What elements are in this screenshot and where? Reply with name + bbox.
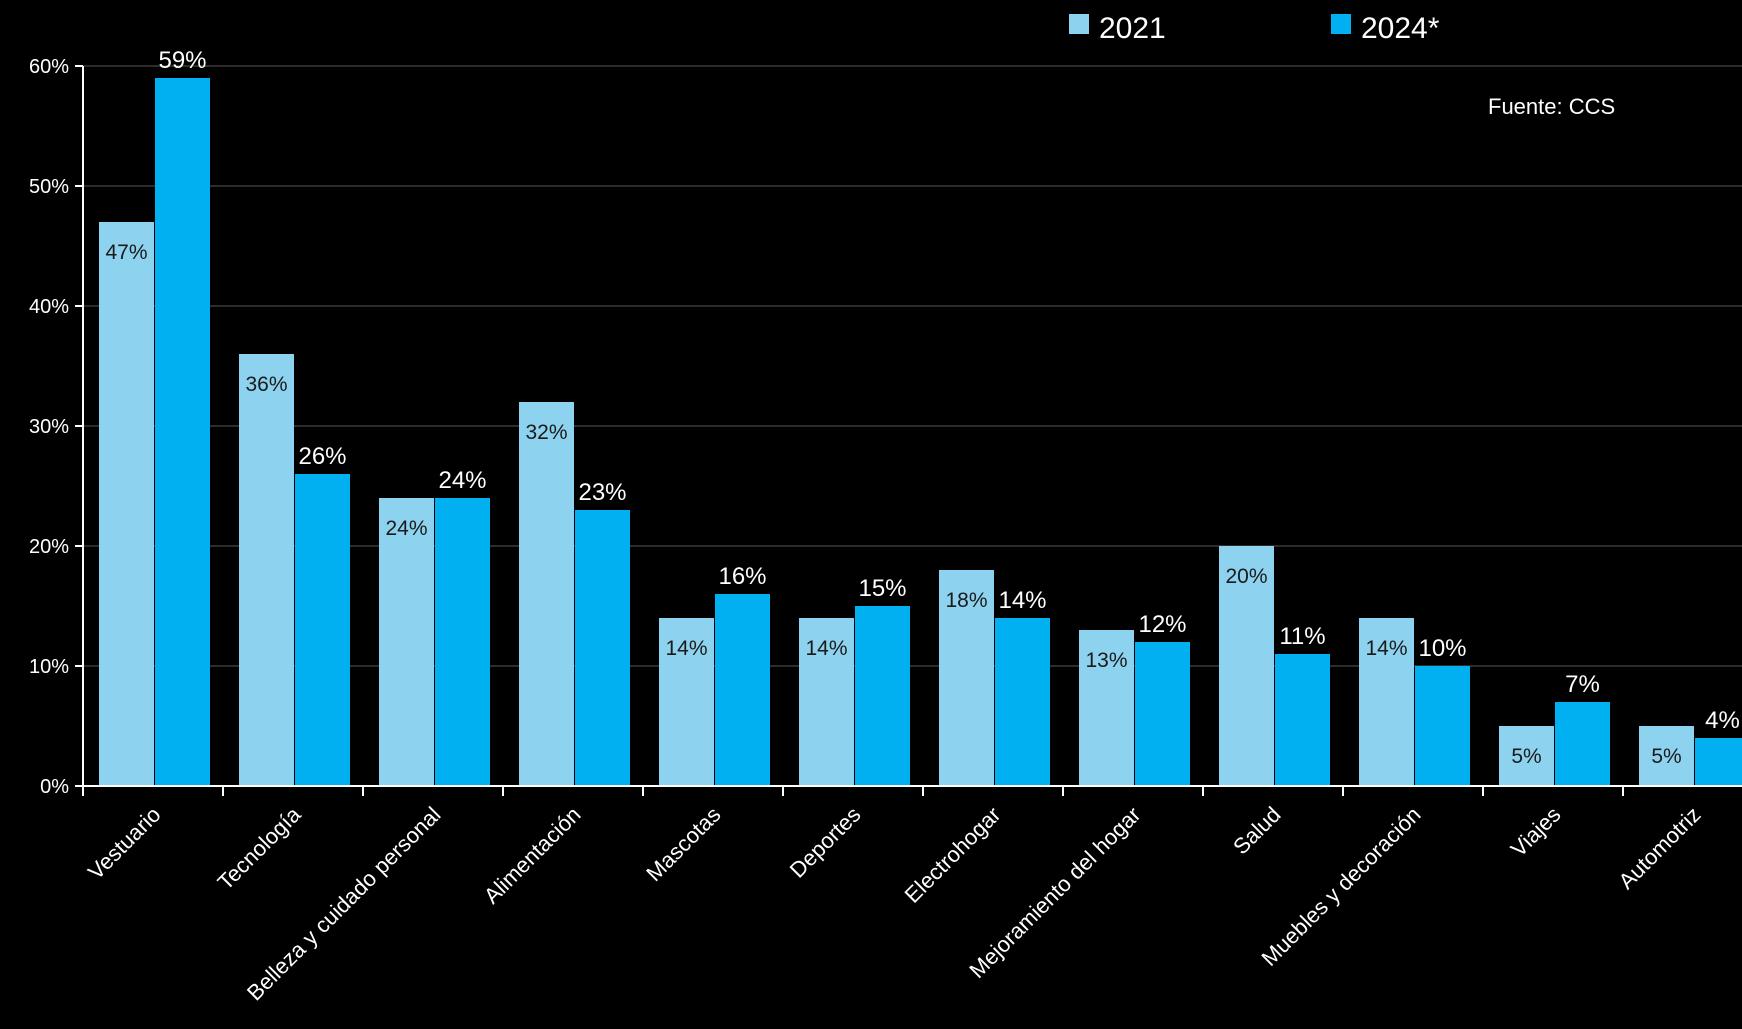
data-label-2024: 7% [1565, 671, 1600, 698]
bar-2024-7 [1135, 642, 1190, 786]
bar-2021-2 [379, 498, 434, 786]
legend-label-2024: 2024* [1361, 12, 1440, 45]
bar-2024-1 [295, 474, 350, 786]
bar-2024-5 [855, 606, 910, 786]
legend-label-2021: 2021 [1099, 12, 1166, 45]
data-label-2024: 24% [438, 467, 486, 494]
bar-2024-6 [995, 618, 1050, 786]
legend-swatch-2021 [1069, 14, 1089, 34]
x-tick-label: Muebles y decoración [1257, 802, 1426, 971]
bar-2021-11 [1639, 726, 1694, 786]
bar-2024-0 [155, 78, 210, 786]
data-label-2021: 14% [805, 637, 847, 660]
bar-2021-5 [799, 618, 854, 786]
data-label-2024: 16% [718, 563, 766, 590]
bar-2024-11 [1695, 738, 1742, 786]
data-label-2024: 23% [578, 479, 626, 506]
data-label-2021: 36% [245, 373, 287, 396]
x-tick-label: Electrohogar [900, 802, 1006, 908]
data-label-2021: 13% [1085, 649, 1127, 672]
bars [99, 78, 1742, 786]
x-tick-label: Automotriz [1614, 802, 1706, 894]
data-label-2024: 15% [858, 575, 906, 602]
x-tick-label: Salud [1228, 802, 1285, 859]
bar-2021-0 [99, 222, 154, 786]
bar-2021-8 [1219, 546, 1274, 786]
bar-2024-8 [1275, 654, 1330, 786]
y-tick-label: 20% [29, 536, 69, 558]
bar-2024-9 [1415, 666, 1470, 786]
bar-2024-2 [435, 498, 490, 786]
bar-2021-6 [939, 570, 994, 786]
bar-2024-10 [1555, 702, 1610, 786]
bar-2021-9 [1359, 618, 1414, 786]
x-tick-label: Viajes [1506, 802, 1566, 862]
y-tick-label: 30% [29, 416, 69, 438]
x-tick-label: Deportes [785, 802, 866, 883]
data-label-2024: 59% [158, 47, 206, 74]
bar-2021-3 [519, 402, 574, 786]
data-labels: 47% 59% 36% 26% 24% 24% 32% 23% 14% 16% 14% 15% 18% 1… [105, 47, 1739, 768]
data-label-2021: 20% [1225, 565, 1267, 588]
data-label-2021: 5% [1511, 745, 1541, 768]
y-tick-label: 50% [29, 176, 69, 198]
data-label-2024: 11% [1279, 623, 1325, 650]
data-label-2021: 47% [105, 241, 147, 264]
bar-2021-1 [239, 354, 294, 786]
data-label-2021: 32% [525, 421, 567, 444]
x-tick-label: Alimentación [479, 802, 586, 909]
bar-2021-4 [659, 618, 714, 786]
x-tick-label: Tecnología [213, 801, 306, 894]
bar-2024-4 [715, 594, 770, 786]
data-label-2021: 14% [665, 637, 707, 660]
bar-2021-7 [1079, 630, 1134, 786]
bar-2021-10 [1499, 726, 1554, 786]
x-tick-label: Vestuario [83, 802, 166, 885]
data-label-2021: 18% [945, 589, 987, 612]
data-label-2024: 14% [998, 587, 1046, 614]
data-label-2021: 24% [385, 517, 427, 540]
data-label-2021: 14% [1365, 637, 1407, 660]
data-label-2024: 10% [1418, 635, 1466, 662]
x-tick-label: Mascotas [641, 802, 725, 886]
y-tick-label: 0% [40, 776, 69, 798]
y-tick-label: 10% [29, 656, 69, 678]
bar-2024-3 [575, 510, 630, 786]
legend-swatch-2024 [1331, 14, 1351, 34]
data-label-2024: 12% [1138, 611, 1186, 638]
y-tick-label: 60% [29, 56, 69, 78]
y-tick-label: 40% [29, 296, 69, 318]
source-note: Fuente: CCS [1488, 94, 1615, 119]
data-label-2024: 26% [298, 443, 346, 470]
data-label-2024: 4% [1705, 707, 1740, 734]
legend: 2021 2024* [1069, 12, 1440, 45]
data-label-2021: 5% [1651, 745, 1681, 768]
